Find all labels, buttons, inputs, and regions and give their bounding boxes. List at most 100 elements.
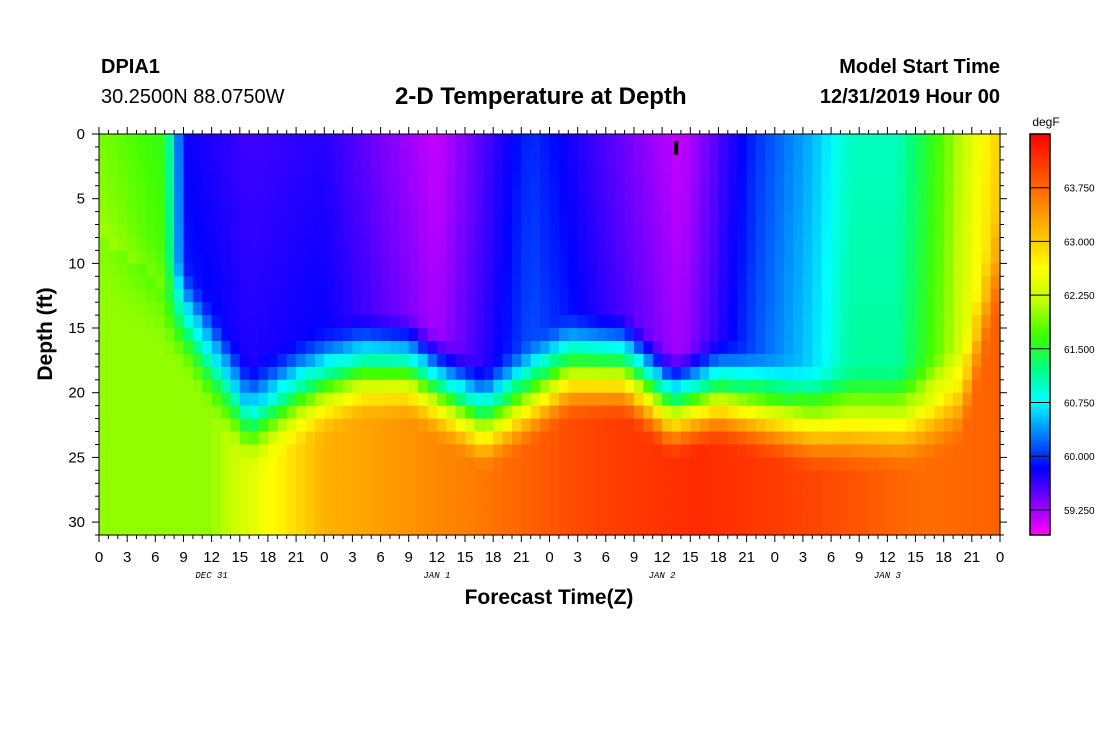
heatmap-cell: [164, 457, 175, 471]
heatmap-cell: [408, 211, 419, 226]
heatmap-cell: [727, 457, 738, 471]
heatmap-cell: [258, 418, 269, 433]
heatmap-cell: [427, 418, 438, 433]
heatmap-cell: [174, 224, 185, 239]
heatmap-cell: [127, 366, 138, 381]
heatmap-cell: [699, 315, 710, 329]
heatmap-cell: [540, 470, 551, 484]
heatmap-cell: [934, 483, 945, 497]
heatmap-cell: [671, 444, 682, 458]
heatmap-cell: [427, 250, 438, 264]
heatmap-cell: [408, 522, 419, 536]
heatmap-cell: [774, 211, 785, 226]
heatmap-cell: [145, 340, 156, 355]
heatmap-cell: [136, 431, 147, 446]
heatmap-cell: [971, 276, 982, 290]
heatmap-cell: [296, 392, 307, 407]
heatmap-cell: [399, 185, 410, 200]
heatmap-cell: [652, 198, 663, 213]
heatmap-cell: [267, 289, 278, 303]
heatmap-cell: [352, 159, 363, 174]
heatmap-cell: [924, 211, 935, 226]
heatmap-cell: [643, 392, 654, 407]
heatmap-cell: [568, 418, 579, 433]
heatmap-cell: [502, 418, 513, 433]
heatmap-cell: [511, 431, 522, 446]
heatmap-cell: [755, 340, 766, 355]
heatmap-cell: [765, 276, 776, 290]
heatmap-cell: [352, 470, 363, 484]
heatmap-cell: [718, 315, 729, 329]
heatmap-cell: [718, 159, 729, 174]
heatmap-cell: [765, 522, 776, 536]
heatmap-cell: [709, 496, 720, 510]
heatmap-cell: [990, 444, 1001, 458]
heatmap-cell: [840, 328, 851, 342]
heatmap-cell: [896, 496, 907, 510]
heatmap-cell: [624, 483, 635, 497]
heatmap-cell: [765, 146, 776, 161]
y-tick-label: 15: [68, 320, 85, 337]
heatmap-cell: [389, 289, 400, 303]
heatmap-cell: [202, 302, 213, 316]
heatmap-cell: [305, 509, 316, 523]
heatmap-cell: [680, 315, 691, 329]
heatmap-cell: [502, 483, 513, 497]
heatmap-cell: [399, 237, 410, 252]
heatmap-cell: [474, 392, 485, 407]
heatmap-cell: [643, 315, 654, 329]
heatmap-cell: [615, 457, 626, 471]
heatmap-cell: [549, 211, 560, 226]
heatmap-cell: [859, 496, 870, 510]
heatmap-cell: [662, 418, 673, 433]
heatmap-cell: [737, 366, 748, 381]
heatmap-cell: [831, 315, 842, 329]
heatmap-cell: [99, 159, 109, 174]
heatmap-cell: [352, 250, 363, 264]
heatmap-cell: [662, 146, 673, 161]
heatmap-cell: [314, 198, 325, 213]
heatmap-cell: [249, 159, 260, 174]
heatmap-cell: [765, 379, 776, 394]
heatmap-cell: [587, 159, 598, 174]
heatmap-cell: [699, 211, 710, 226]
heatmap-cell: [446, 328, 457, 342]
heatmap-cell: [953, 509, 964, 523]
heatmap-cell: [709, 366, 720, 381]
heatmap-cell: [145, 457, 156, 471]
heatmap-cell: [314, 483, 325, 497]
heatmap-cell: [511, 522, 522, 536]
heatmap-cell: [483, 405, 494, 420]
heatmap-cell: [286, 431, 297, 446]
heatmap-cell: [446, 276, 457, 290]
heatmap-cell: [596, 496, 607, 510]
heatmap-cell: [455, 263, 466, 277]
heatmap-cell: [127, 146, 138, 161]
heatmap-cell: [699, 328, 710, 342]
heatmap-cell: [333, 496, 344, 510]
heatmap-cell: [502, 172, 513, 187]
heatmap-cell: [765, 457, 776, 471]
heatmap-cell: [887, 457, 898, 471]
heatmap-cell: [230, 185, 241, 200]
heatmap-cell: [380, 444, 391, 458]
heatmap-cell: [962, 198, 973, 213]
heatmap-cell: [230, 470, 241, 484]
heatmap-cell: [455, 237, 466, 252]
heatmap-cell: [192, 134, 203, 148]
heatmap-cell: [568, 470, 579, 484]
heatmap-cell: [812, 289, 823, 303]
heatmap-cell: [145, 353, 156, 368]
heatmap-cell: [643, 457, 654, 471]
heatmap-cell: [267, 328, 278, 342]
heatmap-cell: [511, 211, 522, 226]
heatmap-cell: [465, 444, 476, 458]
heatmap-cell: [577, 134, 588, 148]
heatmap-cell: [474, 198, 485, 213]
heatmap-cell: [418, 159, 429, 174]
heatmap-cell: [108, 224, 119, 239]
heatmap-cell: [296, 198, 307, 213]
heatmap-cell: [924, 431, 935, 446]
heatmap-cell: [868, 224, 879, 239]
heatmap-cell: [211, 172, 222, 187]
